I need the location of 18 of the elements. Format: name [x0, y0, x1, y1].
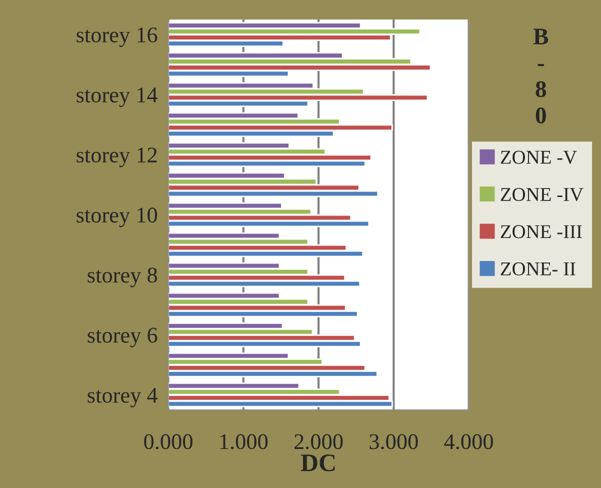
text: B-80	[533, 28, 548, 124]
x-tick-label: 2.000	[294, 434, 343, 450]
legend-label: ZONE- II	[500, 262, 576, 276]
y-tick-label: storey 4	[88, 388, 158, 408]
legend-label: ZONE -V	[500, 150, 577, 164]
y-tick-label: storey 6	[88, 328, 158, 348]
y-tick-label: storey 16	[76, 28, 158, 48]
legend-label: ZONE -IV	[500, 188, 584, 202]
legend-label: ZONE -III	[500, 225, 582, 238]
y-tick-label: storey 10	[76, 208, 158, 228]
x-tick-label: 4.000	[444, 434, 493, 450]
x-tick-label: 3.000	[370, 434, 418, 450]
x-tick-label: 0.000	[144, 434, 192, 450]
x-tick-label: 1.000	[220, 434, 268, 450]
y-tick-label: storey 14	[76, 88, 158, 108]
y-tick-label: storey 8	[88, 268, 158, 288]
x-axis-title: DC	[300, 454, 335, 472]
y-tick-label: storey 12	[76, 148, 157, 168]
